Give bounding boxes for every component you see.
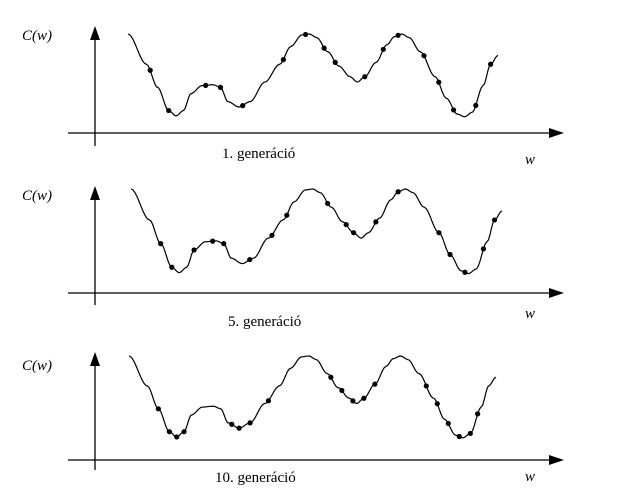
population-point (332, 59, 338, 65)
y-axis-label: C(w) (22, 188, 52, 204)
population-point (475, 411, 481, 417)
x-axis-label: w (525, 152, 535, 168)
population-point (303, 31, 309, 38)
population-point (217, 84, 224, 90)
population-point (210, 238, 216, 244)
population-point (158, 241, 164, 247)
population-point (147, 67, 153, 73)
x-axis-arrow (549, 288, 564, 298)
population-point (280, 57, 286, 63)
population-point (325, 200, 331, 207)
panel-generation-10: C(w) w 10. generáció (22, 352, 564, 486)
population-point (221, 241, 227, 247)
population-point (351, 230, 357, 236)
population-point (380, 46, 386, 52)
population-point (491, 217, 498, 223)
population-point (169, 264, 175, 270)
cost-curve (128, 355, 497, 439)
population-point (174, 434, 180, 440)
population-point (247, 420, 253, 426)
x-axis-arrow (549, 128, 564, 138)
cost-curve (127, 33, 499, 118)
population-points (158, 189, 498, 275)
population-point (321, 45, 327, 51)
x-axis-label: w (525, 306, 535, 322)
x-axis-arrow (549, 455, 564, 465)
y-axis-arrow (90, 186, 100, 200)
population-point (436, 79, 442, 85)
y-axis-arrow (90, 352, 100, 366)
population-point (247, 256, 253, 263)
population-point (447, 251, 453, 258)
population-point (473, 102, 479, 108)
population-point (480, 246, 487, 252)
population-point (240, 103, 246, 109)
y-axis-arrow (90, 26, 100, 40)
y-axis-label: C(w) (22, 28, 52, 44)
population-point (361, 395, 367, 401)
population-point (181, 429, 187, 435)
population-point (488, 61, 494, 67)
population-point (203, 82, 209, 88)
generation-label: 10. generáció (215, 470, 296, 486)
population-point (462, 269, 468, 275)
x-axis-label: w (525, 469, 535, 485)
population-point (423, 383, 429, 389)
population-point (434, 401, 440, 407)
generation-label: 5. generáció (228, 314, 301, 330)
population-point (372, 381, 378, 387)
panel-generation-5: C(w) w 5. generáció (22, 186, 564, 330)
population-points (147, 31, 494, 114)
population-point (362, 74, 368, 80)
population-point (265, 398, 272, 404)
population-point (328, 374, 334, 380)
population-point (436, 230, 442, 236)
population-point (166, 107, 172, 114)
population-point (191, 247, 197, 253)
population-point (343, 221, 349, 228)
population-point (339, 387, 345, 394)
population-point (395, 32, 401, 38)
population-point (229, 421, 235, 427)
population-point (350, 398, 356, 404)
panel-generation-1: C(w) w 1. generáció (22, 26, 564, 168)
population-point (269, 232, 275, 238)
population-point (236, 425, 242, 431)
population-point (155, 406, 161, 412)
population-point (451, 107, 457, 113)
population-point (166, 429, 172, 435)
population-point (284, 212, 290, 218)
population-points (155, 374, 481, 440)
population-point (373, 219, 379, 225)
population-point (421, 53, 427, 59)
population-point (395, 189, 401, 195)
population-point (467, 430, 473, 437)
population-point (445, 420, 451, 427)
cost-curve (130, 188, 503, 275)
generation-label: 1. generáció (222, 146, 295, 162)
y-axis-label: C(w) (22, 358, 52, 374)
population-point (456, 433, 462, 440)
